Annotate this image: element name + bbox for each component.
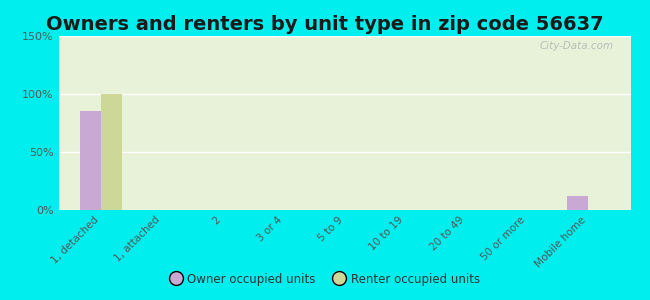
Text: City-Data.com: City-Data.com [540,41,614,51]
Bar [567,196,588,210]
Bar [80,111,101,210]
Text: Owners and renters by unit type in zip code 56637: Owners and renters by unit type in zip c… [46,15,604,34]
Legend: Owner occupied units, Renter occupied units: Owner occupied units, Renter occupied un… [165,268,485,291]
Bar [101,94,122,210]
